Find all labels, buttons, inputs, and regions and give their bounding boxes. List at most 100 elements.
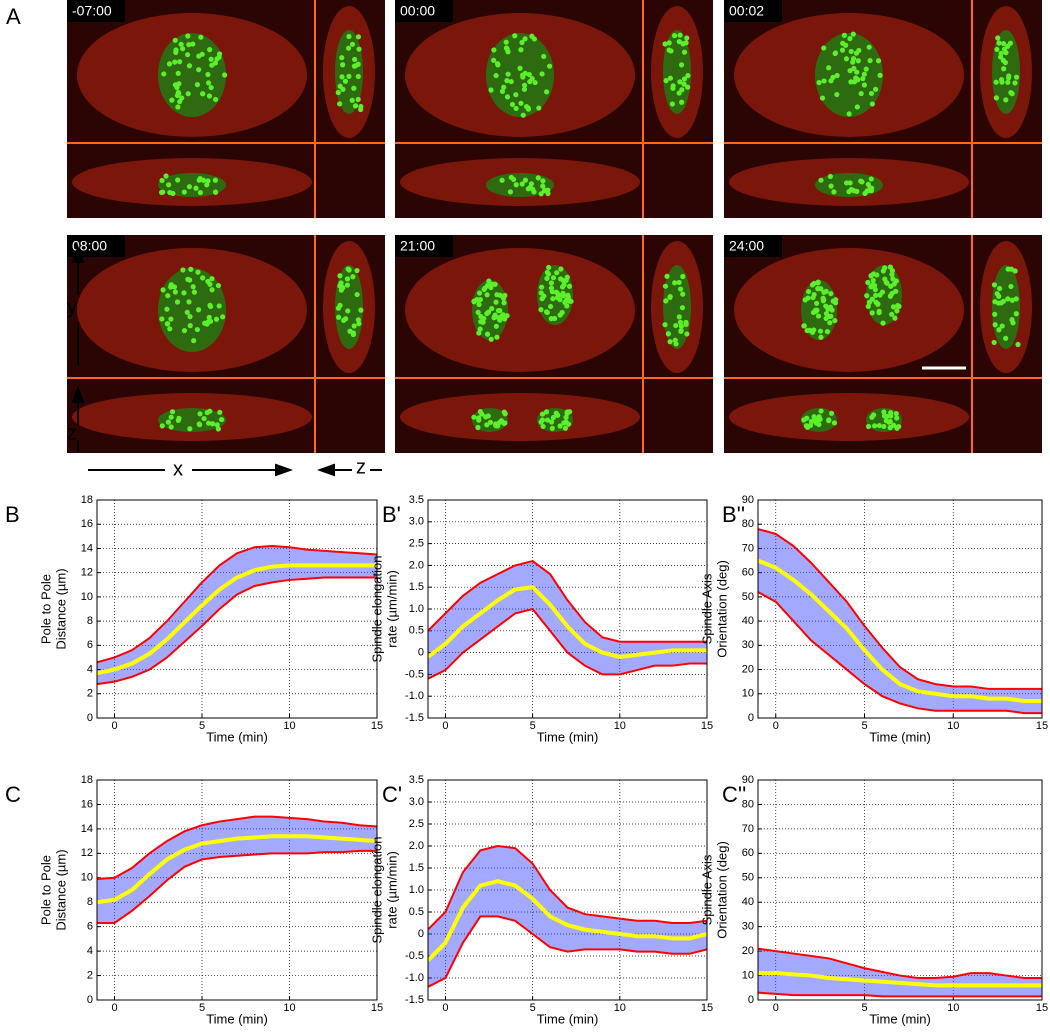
mean-line: [758, 971, 1042, 988]
chromosome: [186, 184, 192, 190]
chromosome: [206, 93, 213, 99]
x-tick-label: 10: [283, 720, 295, 732]
chromosome: [676, 279, 682, 286]
chromosome: [684, 35, 690, 41]
chromosome: [563, 277, 569, 283]
chromosome: [834, 91, 840, 98]
y-tick-label: 90: [742, 494, 754, 506]
chromosome: [535, 175, 541, 181]
chromosome: [560, 293, 566, 299]
chromosome: [821, 45, 827, 51]
chromosome: [475, 424, 481, 431]
chromosome: [895, 303, 901, 309]
chromosome: [677, 319, 683, 325]
chromosome: [195, 307, 202, 313]
time-stamp: -07:00: [72, 3, 112, 19]
chromosome: [868, 188, 874, 194]
arrow-head: [71, 385, 85, 403]
chromosome: [355, 73, 361, 80]
chromosome: [345, 308, 351, 314]
chromosome: [351, 63, 358, 69]
chromosome: [808, 418, 814, 425]
y-tick-label: 40: [742, 615, 754, 627]
chromosome: [997, 285, 1003, 292]
chromosome: [870, 277, 876, 284]
chromosome: [168, 284, 174, 290]
time-box: [395, 0, 453, 22]
chromosome: [358, 106, 364, 113]
chromosome: [352, 103, 359, 109]
chromosome: [345, 266, 351, 272]
chromosome: [991, 339, 997, 346]
x-tick-label: 5: [530, 1002, 536, 1014]
arrow-head: [275, 463, 293, 477]
chromosome: [665, 331, 671, 337]
chromosome: [477, 326, 483, 332]
chromosome: [169, 409, 176, 415]
chromosome: [558, 266, 564, 272]
chromosome: [217, 409, 223, 415]
chromosome: [160, 287, 166, 293]
chromosome: [529, 33, 535, 39]
chromosome: [335, 89, 341, 96]
y-axis-label: Distance (µm): [53, 849, 68, 930]
chromosome: [200, 177, 207, 183]
chromosome: [484, 282, 491, 289]
chromosome: [354, 291, 360, 298]
chromosome: [471, 414, 477, 420]
chromosome: [519, 39, 525, 46]
chromosome: [200, 91, 206, 97]
chromosome: [502, 420, 508, 426]
mean-line: [97, 563, 377, 676]
chromosome: [513, 105, 519, 112]
axes-frame: [757, 499, 1043, 719]
chromosome: [546, 63, 553, 69]
chromosome: [356, 321, 362, 327]
chromosome: [999, 79, 1005, 85]
y-tick-label: -1.5: [405, 712, 424, 724]
chromosome: [999, 323, 1005, 329]
chromosome: [163, 173, 169, 179]
chromosome: [853, 50, 860, 56]
chromosome: [215, 282, 222, 289]
x-tick-label: 10: [947, 720, 959, 732]
chromosome: [216, 51, 223, 57]
sd-line: [97, 849, 377, 924]
mean-line: [758, 558, 1042, 704]
chart: 0 10 20 30 40 50 60 70 80 90 0 5 10 15 Time (min) Spind…: [699, 774, 1048, 1027]
chromosome: [1003, 97, 1009, 103]
chromosome: [350, 331, 356, 338]
y-tick-label: 16: [81, 798, 93, 810]
panel-label: A: [6, 4, 21, 29]
chromosome: [804, 424, 811, 430]
chromosome: [681, 76, 688, 82]
chromosome: [502, 292, 508, 299]
chromosome: [816, 79, 822, 86]
chromosome: [875, 58, 882, 64]
chromosome: [342, 78, 349, 84]
chromosome: [510, 176, 517, 182]
chromosome: [813, 419, 819, 425]
chromosome: [349, 41, 356, 47]
y-tick-label: 16: [81, 518, 93, 530]
chromosome: [817, 328, 824, 334]
chromosome: [495, 62, 501, 68]
chromosome: [891, 281, 897, 287]
chromosome: [889, 311, 895, 317]
chromosome: [543, 409, 550, 415]
chromosome: [1013, 311, 1019, 317]
y-tick-label: 50: [742, 591, 754, 603]
y-tick-label: -1.0: [405, 972, 424, 984]
chromosome: [861, 71, 867, 77]
chromosome: [168, 316, 174, 322]
chromosome: [172, 289, 178, 295]
chromosome: [164, 306, 170, 312]
chromosome: [544, 89, 550, 95]
chromosome: [212, 189, 219, 195]
axes-frame: [427, 779, 708, 1001]
chromosome: [176, 415, 182, 421]
chromosome: [206, 314, 212, 320]
chromosome: [198, 34, 204, 40]
chromosome: [894, 415, 900, 421]
chromosome: [191, 289, 198, 295]
